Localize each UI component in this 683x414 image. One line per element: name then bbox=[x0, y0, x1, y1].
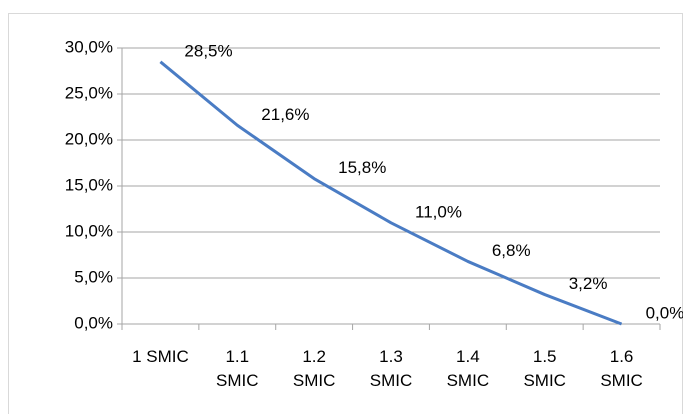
data-label: 6,8% bbox=[492, 241, 531, 260]
data-label: 15,8% bbox=[338, 158, 386, 177]
x-tick-label: 1.4 SMIC bbox=[446, 347, 490, 390]
y-tick-label: 5,0% bbox=[74, 267, 113, 286]
x-tick-label: 1 SMIC bbox=[132, 347, 189, 366]
x-tick-label: 1.5 SMIC bbox=[523, 347, 566, 390]
data-line bbox=[159, 60, 623, 326]
x-tick-label: 1.6 SMIC bbox=[600, 347, 643, 390]
y-tick-label: 0,0% bbox=[74, 313, 113, 332]
data-label: 28,5% bbox=[184, 41, 232, 60]
x-tick-label: 1.3 SMIC bbox=[369, 347, 413, 390]
y-tick-label: 10,0% bbox=[65, 221, 113, 240]
x-tick-label: 1.2 SMIC bbox=[292, 347, 336, 390]
data-label: 0,0% bbox=[646, 303, 683, 322]
y-tick-label: 30,0% bbox=[65, 37, 113, 56]
data-label: 21,6% bbox=[261, 105, 309, 124]
x-tick-label: 1.1 SMIC bbox=[216, 347, 259, 390]
y-tick-label: 15,0% bbox=[65, 175, 113, 194]
data-label: 11,0% bbox=[415, 202, 462, 221]
y-tick-label: 25,0% bbox=[65, 83, 113, 102]
y-tick-label: 20,0% bbox=[65, 129, 113, 148]
data-label: 3,2% bbox=[569, 274, 608, 293]
chart-border bbox=[8, 13, 683, 414]
